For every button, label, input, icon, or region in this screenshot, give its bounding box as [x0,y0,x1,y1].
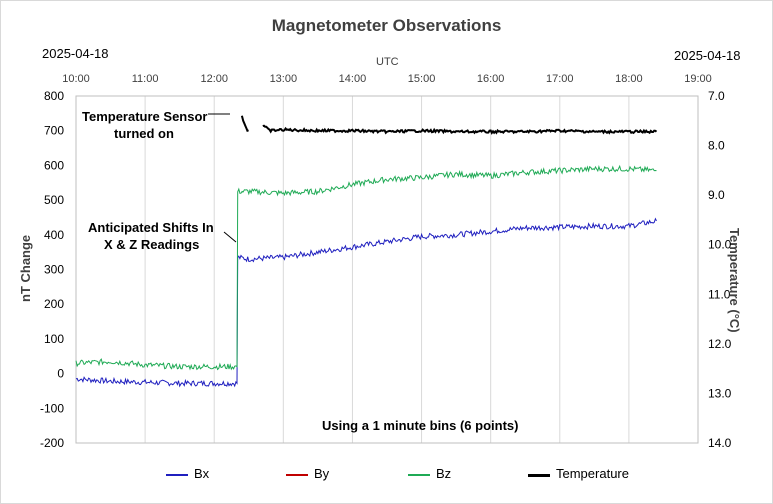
legend-label-by: By [314,466,330,481]
annotation-shift-line2: X & Z Readings [104,237,199,252]
legend-label-bx: Bx [194,466,210,481]
annotation-bins: Using a 1 minute bins (6 points) [322,418,518,433]
y-left-tick-label: -100 [40,401,64,415]
x-tick-label: 15:00 [408,73,436,85]
y-right-tick-label: 13.0 [708,386,732,400]
chart-title: Magnetometer Observations [271,16,502,35]
series-line-bz [75,164,657,371]
y-left-tick-label: 500 [44,193,64,207]
y-right-tick-label: 8.0 [708,139,725,153]
annotation-shift-arrow [223,231,237,243]
legend-label-bz: Bz [436,466,452,481]
y-left-tick-label: 300 [44,263,64,277]
series-line-temperature [262,124,658,135]
legend-swatch-bx [166,474,188,476]
y-left-tick-label: 600 [44,158,64,172]
series-line-bx [75,217,657,388]
y-left-tick-label: 0 [57,367,64,381]
y-left-tick-label: 700 [44,124,64,138]
y-right-tick-label: 7.0 [708,89,725,103]
plot-area [75,95,699,444]
x-tick-label: 11:00 [132,73,159,85]
y-right-tick-label: 11.0 [708,287,731,301]
x-tick-label: 10:00 [62,73,90,85]
x-tick-label: 17:00 [546,73,574,85]
legend-swatch-by [286,474,308,476]
y-left-tick-label: -200 [40,436,64,450]
legend-swatch-bz [408,474,430,476]
x-axis-label: UTC [376,56,399,68]
legend-label-temperature: Temperature [556,466,629,481]
y-right-tick-label: 12.0 [708,337,732,351]
y-left-tick-label: 400 [44,228,64,242]
x-tick-label: 13:00 [270,73,298,85]
date-right: 2025-04-18 [674,48,741,63]
series-line-temperature [240,115,249,132]
y-left-tick-label: 800 [44,89,64,103]
y-left-tick-label: 100 [44,332,64,346]
annotation-temp-line1: Temperature Sensor [82,109,207,124]
legend: Bx By Bz Temperature [0,462,773,486]
x-tick-label: 18:00 [615,73,643,85]
x-tick-label: 16:00 [477,73,505,85]
y-right-tick-label: 14.0 [708,436,732,450]
x-tick-label: 12:00 [200,73,228,85]
y-right-tick-label: 9.0 [708,188,725,202]
annotation-shift-line1: Anticipated Shifts In [88,220,214,235]
legend-swatch-temperature [528,474,550,477]
x-tick-label: 19:00 [684,73,712,85]
y-right-tick-label: 10.0 [708,238,732,252]
annotation-temp-line2: turned on [114,126,174,141]
date-left: 2025-04-18 [42,46,109,61]
y-left-tick-label: 200 [44,297,64,311]
x-tick-label: 14:00 [339,73,367,85]
